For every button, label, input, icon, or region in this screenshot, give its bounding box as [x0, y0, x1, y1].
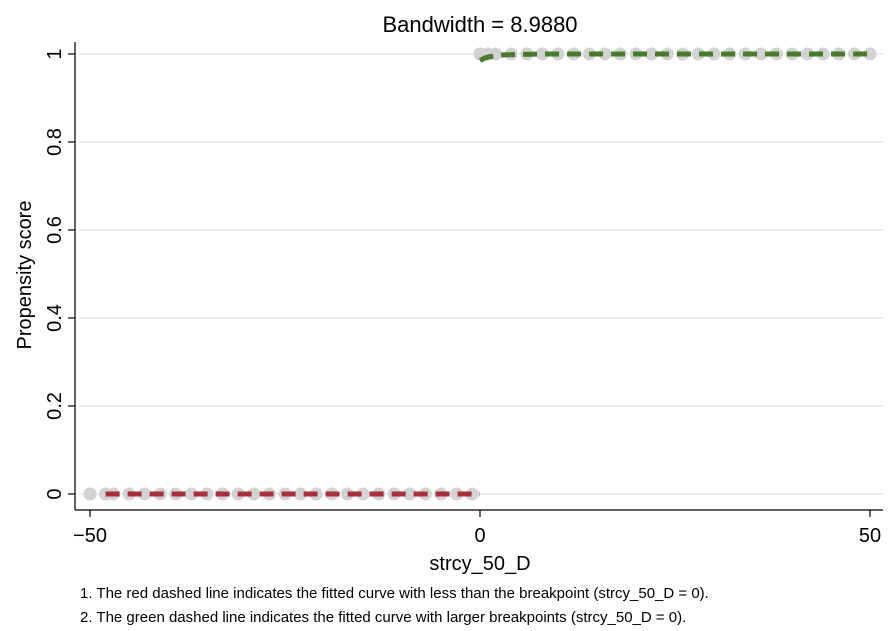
scatter-point — [645, 47, 659, 61]
rd-plot: Bandwidth = 8.9880 Propensity score strc… — [14, 12, 883, 575]
y-tick-label: 1 — [44, 48, 66, 59]
scatter-point — [535, 47, 549, 61]
scatter-point — [707, 47, 721, 61]
x-tick-label: −50 — [73, 525, 107, 547]
scatter-point — [138, 487, 152, 501]
y-tick-label: 0.6 — [44, 216, 66, 244]
y-tick-label: 0.4 — [44, 304, 66, 332]
scatter-point — [340, 487, 354, 501]
scatter-point — [294, 487, 308, 501]
plot-area: 0 0.2 0.4 0.6 0.8 1 −50 0 50 — [44, 42, 883, 547]
fit-line-right — [478, 51, 870, 63]
scatter-point — [801, 47, 815, 61]
y-tick-label: 0.2 — [44, 392, 66, 420]
scatter-point — [247, 487, 261, 501]
scatter-point — [450, 487, 464, 501]
chart-title: Bandwidth = 8.9880 — [382, 12, 577, 37]
scatter-point — [403, 487, 417, 501]
y-tick-label: 0.8 — [44, 128, 66, 156]
scatter-point — [691, 47, 705, 61]
x-tick-label: 50 — [859, 525, 881, 547]
footnote-1: 1. The red dashed line indicates the fit… — [80, 585, 709, 602]
scatter-point — [863, 47, 877, 61]
x-axis-label: strcy_50_D — [429, 553, 530, 575]
y-tick-label: 0 — [44, 488, 66, 499]
scatter-point — [598, 47, 612, 61]
scatter-point — [465, 487, 479, 501]
y-axis-label: Propensity score — [14, 201, 36, 350]
scatter-point — [83, 487, 97, 501]
scatter-point — [184, 487, 198, 501]
scatter-point — [356, 487, 370, 501]
scatter-point — [754, 47, 768, 61]
scatter-point — [816, 47, 830, 61]
footnote-2: 2. The green dashed line indicates the f… — [80, 609, 687, 626]
x-tick-label: 0 — [474, 525, 485, 547]
